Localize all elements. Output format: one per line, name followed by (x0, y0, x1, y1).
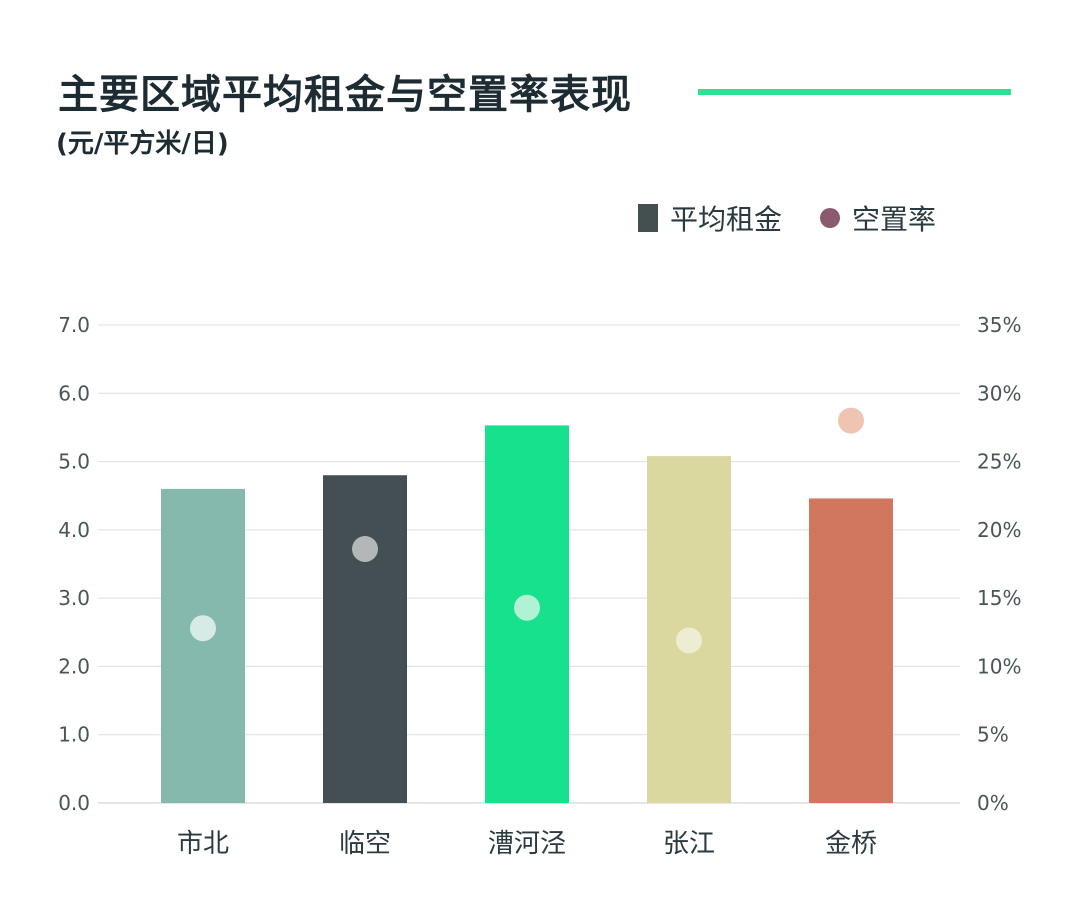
left-tick-label: 7.0 (58, 313, 90, 337)
vacancy-dot (514, 594, 540, 621)
legend-item-rent: 平均租金 (638, 198, 782, 238)
left-tick-label: 1.0 (58, 723, 90, 747)
legend-bar-swatch (638, 204, 658, 232)
legend-vacancy-label: 空置率 (852, 203, 937, 236)
title-accent-line (698, 89, 1011, 95)
vacancy-dot (352, 535, 378, 562)
left-tick-label: 2.0 (58, 654, 90, 678)
rent-bar (161, 488, 245, 803)
right-tick-label: 15% (977, 586, 1021, 610)
category-label: 市北 (177, 829, 229, 859)
left-tick-label: 3.0 (58, 586, 90, 610)
right-tick-label: 20% (977, 518, 1021, 542)
left-tick-label: 5.0 (58, 450, 90, 474)
right-tick-label: 0% (977, 791, 1009, 815)
left-tick-label: 4.0 (58, 518, 90, 542)
rent-bar (809, 498, 893, 803)
vacancy-dot (676, 627, 702, 654)
right-tick-label: 25% (977, 450, 1021, 474)
left-tick-label: 6.0 (58, 381, 90, 405)
legend-item-vacancy: 空置率 (820, 198, 936, 238)
vacancy-dot (190, 615, 216, 642)
right-tick-label: 30% (977, 381, 1021, 405)
right-tick-label: 5% (977, 723, 1009, 747)
left-tick-label: 0.0 (58, 791, 90, 815)
chart-subtitle: (元/平方米/日) (56, 129, 229, 159)
chart-title: 主要区域平均租金与空置率表现 (58, 72, 632, 118)
rent-bar (323, 475, 407, 803)
category-label: 金桥 (825, 829, 877, 859)
category-label: 漕河泾 (488, 829, 566, 859)
legend-dot-swatch (820, 208, 841, 228)
legend-rent-label: 平均租金 (670, 203, 783, 236)
category-label: 临空 (339, 829, 391, 859)
right-tick-label: 10% (977, 654, 1021, 678)
legend: 平均租金 空置率 (638, 198, 962, 238)
category-label: 张江 (663, 829, 715, 859)
right-tick-label: 35% (977, 313, 1021, 337)
vacancy-dot (838, 407, 864, 434)
